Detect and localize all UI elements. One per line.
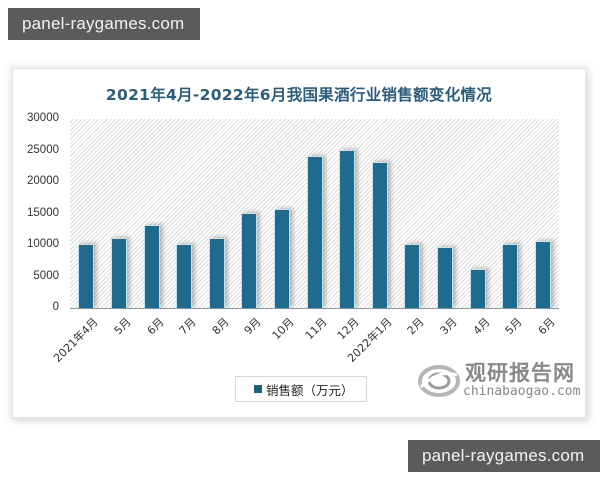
bar xyxy=(469,269,486,308)
bar xyxy=(208,237,225,308)
chart-card: 2021年4月-2022年6月我国果酒行业销售额变化情况 销售额（万元） 观研报… xyxy=(12,68,586,418)
x-tick-label: 6月 xyxy=(144,315,167,338)
x-tick-label: 4月 xyxy=(470,315,493,338)
bar xyxy=(404,244,421,308)
bar xyxy=(241,212,258,308)
y-tick-label: 30000 xyxy=(27,112,59,124)
y-tick-label: 15000 xyxy=(27,206,59,219)
x-tick-label: 2月 xyxy=(404,315,427,338)
x-tick-label: 7月 xyxy=(176,315,199,338)
chart-title: 2021年4月-2022年6月我国果酒行业销售额变化情况 xyxy=(105,86,493,104)
logo-text-en: chinabaogao.com xyxy=(463,384,581,399)
legend: 销售额（万元） xyxy=(235,376,367,402)
chinabaogao-logo: 观研报告网 chinabaogao.com xyxy=(417,357,587,403)
bar xyxy=(436,247,453,308)
bar xyxy=(502,244,519,308)
legend-label: 销售额（万元） xyxy=(266,383,354,398)
y-tick-label: 20000 xyxy=(27,175,59,187)
x-tick-label: 8月 xyxy=(209,315,232,338)
y-tick-label: 25000 xyxy=(27,143,59,156)
watermark-bottom: panel-raygames.com xyxy=(408,440,600,472)
bar xyxy=(339,149,356,308)
x-tick-label: 11月 xyxy=(302,315,330,343)
logo-text-cn: 观研报告网 xyxy=(465,361,575,385)
bar xyxy=(143,225,160,308)
y-tick-label: 5000 xyxy=(33,269,59,282)
bar xyxy=(273,209,290,308)
watermark-top: panel-raygames.com xyxy=(8,8,200,40)
bar xyxy=(534,240,551,308)
bar xyxy=(371,162,388,308)
x-tick-label: 5月 xyxy=(111,315,134,338)
legend-swatch xyxy=(254,385,262,393)
x-tick-label: 2021年4月 xyxy=(51,315,101,365)
x-tick-label: 5月 xyxy=(502,315,525,338)
y-tick-label: 10000 xyxy=(27,238,59,250)
bar xyxy=(176,244,193,308)
x-tick-label: 6月 xyxy=(535,315,558,338)
bar xyxy=(306,155,323,308)
bar xyxy=(78,244,95,308)
x-tick-label: 3月 xyxy=(437,315,460,338)
bar xyxy=(110,237,127,308)
x-tick-label: 9月 xyxy=(241,315,264,338)
logo-swirl-icon xyxy=(418,365,460,397)
plot-area xyxy=(70,119,559,309)
x-tick-label: 10月 xyxy=(269,315,297,343)
y-tick-label: 0 xyxy=(52,301,59,313)
